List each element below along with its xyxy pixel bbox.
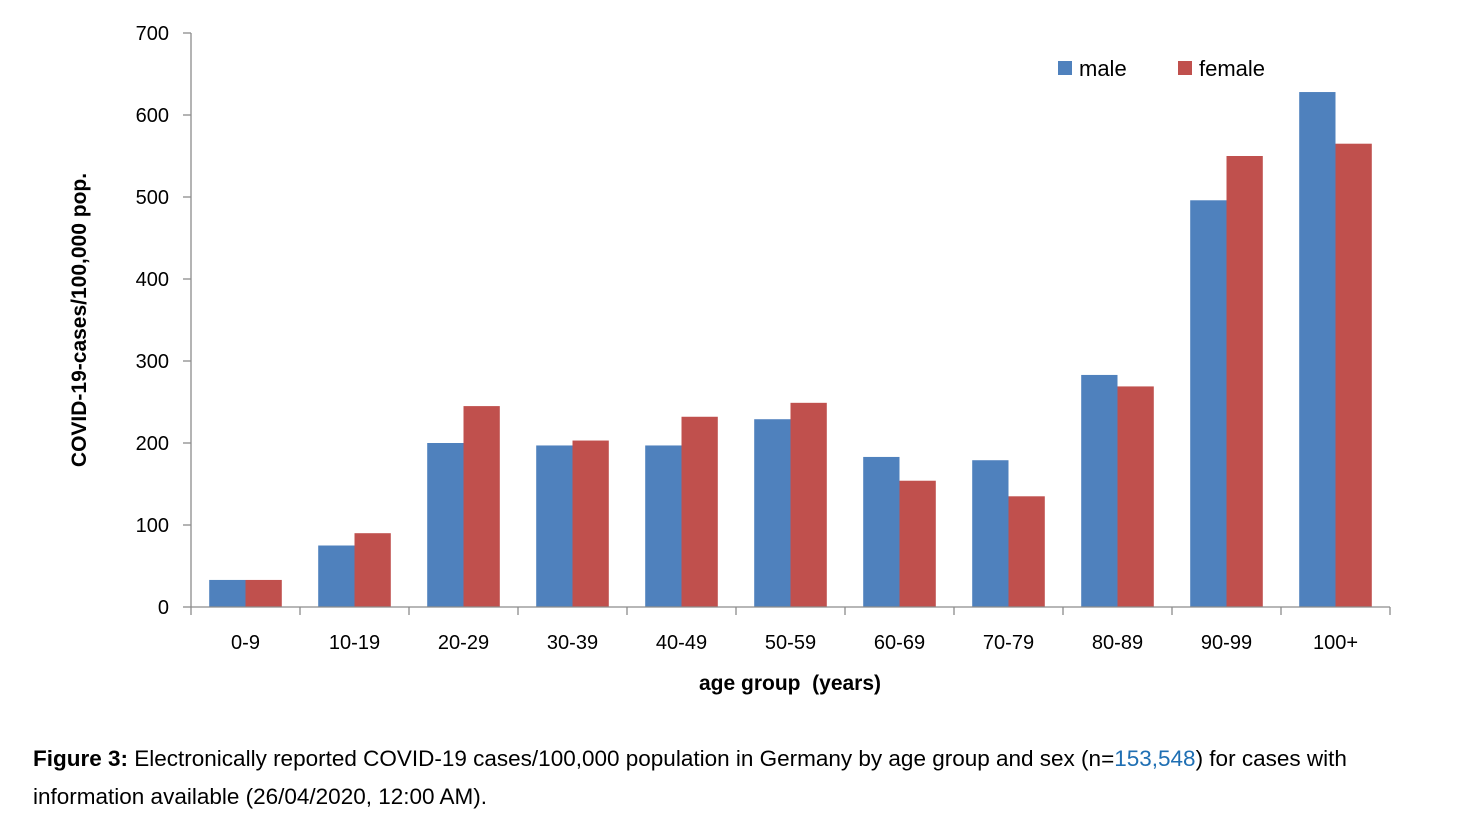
y-tick-label: 600 [136,105,169,127]
bar-female-30-39 [572,440,609,607]
y-ticks: 0 100 200 300 400 500 600 700 [136,23,191,619]
x-tick-label: 10-19 [329,632,380,654]
bar-male-60-69 [863,456,900,607]
bar-male-70-79 [972,460,1009,607]
bar-female-100+ [1335,143,1372,607]
bar-female-50-59 [790,402,827,607]
bar-female-90-99 [1226,156,1263,607]
bar-female-80-89 [1117,386,1154,607]
x-tick-label: 50-59 [765,632,816,654]
bar-female-20-29 [463,406,500,607]
bar-female-70-79 [1008,496,1045,607]
caption-figure-label: Figure 3: [33,746,129,771]
bar-female-40-49 [681,416,718,607]
bar-male-50-59 [754,419,791,607]
legend-label-male: male [1079,56,1127,81]
legend: male female [1058,56,1265,81]
y-tick-label: 100 [136,515,169,537]
y-tick-label: 700 [136,23,169,45]
bar-female-0-9 [245,579,282,607]
x-tick-label: 90-99 [1201,632,1252,654]
y-tick-label: 0 [158,597,169,619]
x-tick-label: 0-9 [231,632,260,654]
x-tick-label: 80-89 [1092,632,1143,654]
y-tick-label: 200 [136,433,169,455]
y-tick-label: 300 [136,351,169,373]
x-tick-label: 60-69 [874,632,925,654]
y-axis-title: COVID-19-cases/100,000 pop. [68,173,91,467]
x-axis-title: age group (years) [699,672,881,695]
x-tick-label: 100+ [1313,632,1358,654]
bar-female-60-69 [899,480,936,607]
bar-male-30-39 [536,445,573,607]
x-tick-label: 30-39 [547,632,598,654]
bar-male-10-19 [318,545,355,607]
bar-chart: 0 100 200 300 400 500 600 700 0-9 10-19 20-29 30-3… [68,23,1391,695]
bar-female-10-19 [354,533,391,607]
caption-text-after: ) for cases with information available (… [33,746,1347,809]
legend-swatch-male [1058,61,1072,75]
caption-case-count: 153,548 [1114,746,1196,771]
bar-male-80-89 [1081,374,1118,607]
bar-male-0-9 [209,579,246,607]
bar-male-90-99 [1190,200,1227,607]
bar-male-100+ [1299,92,1336,608]
y-tick-label: 500 [136,187,169,209]
bar-male-20-29 [427,443,464,607]
x-tick-label: 20-29 [438,632,489,654]
x-tick-label: 70-79 [983,632,1034,654]
caption-text-before: Electronically reported COVID-19 cases/1… [128,746,1115,771]
figure-caption: Figure 3: Electronically reported COVID-… [33,740,1463,816]
x-ticks: 0-9 10-19 20-29 30-39 40-49 50-59 60-69 70-79 80… [190,607,1391,654]
x-tick-label: 40-49 [656,632,707,654]
axes-layer [190,33,1390,608]
legend-label-female: female [1199,56,1265,81]
bar-male-40-49 [645,445,682,607]
y-tick-label: 400 [136,269,169,291]
legend-swatch-female [1178,61,1192,75]
bars-layer [209,92,1372,608]
